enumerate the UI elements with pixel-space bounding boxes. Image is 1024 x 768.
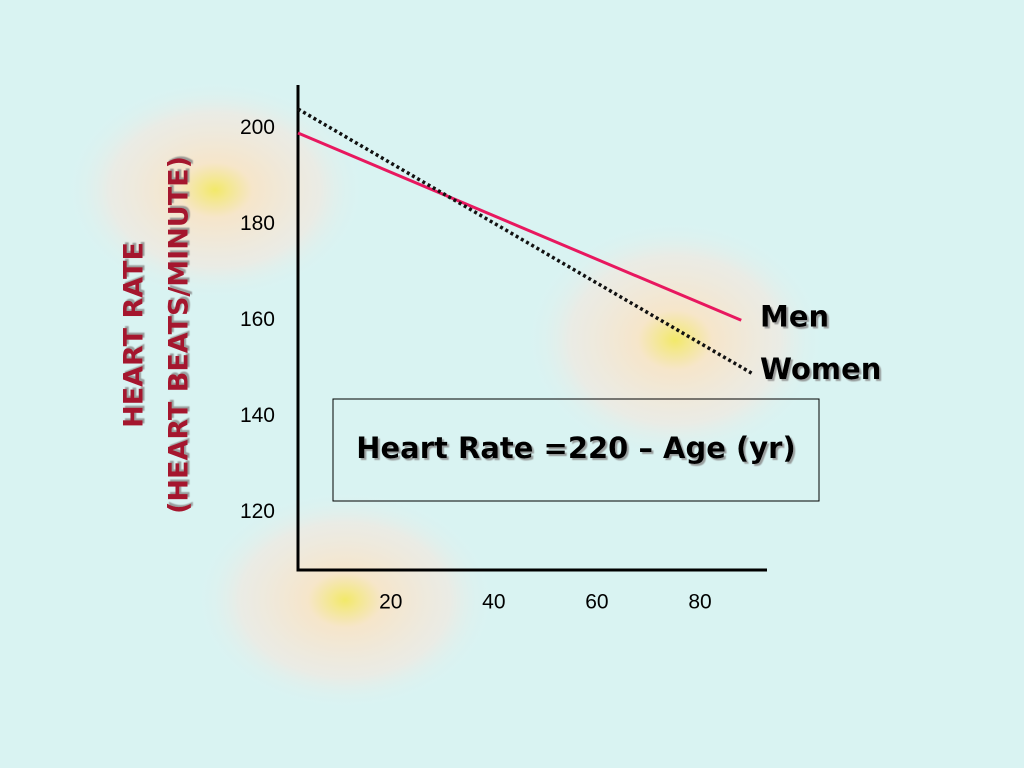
legend-label: Men: [760, 299, 829, 333]
y-tick-label: 140: [240, 404, 275, 427]
plot: 120 140 160 180 200 20 40 60 80 Men Women: [240, 85, 881, 614]
decor-flower: [65, 80, 365, 300]
legend-label: Women: [760, 352, 881, 386]
x-tick-label: 20: [379, 591, 402, 614]
y-tick-label: 120: [240, 500, 275, 523]
annotation: Heart Rate =220 – Age (yr): [356, 431, 796, 465]
decor-flower: [525, 220, 825, 460]
y-axis-label: HEART RATE: [119, 242, 150, 428]
x-tick-label: 60: [585, 591, 608, 614]
x-tick-label: 40: [482, 591, 505, 614]
y-tick-label: 160: [240, 308, 275, 331]
y-axis-label: (HEART BEATS/MINUTE): [164, 156, 195, 514]
y-tick-label: 180: [240, 212, 275, 235]
annotation-box: [332, 398, 820, 502]
series-line: [297, 131, 742, 322]
x-tick-label: 80: [688, 591, 711, 614]
y-tick-label: 200: [240, 116, 275, 139]
decor-flower: [195, 490, 495, 710]
